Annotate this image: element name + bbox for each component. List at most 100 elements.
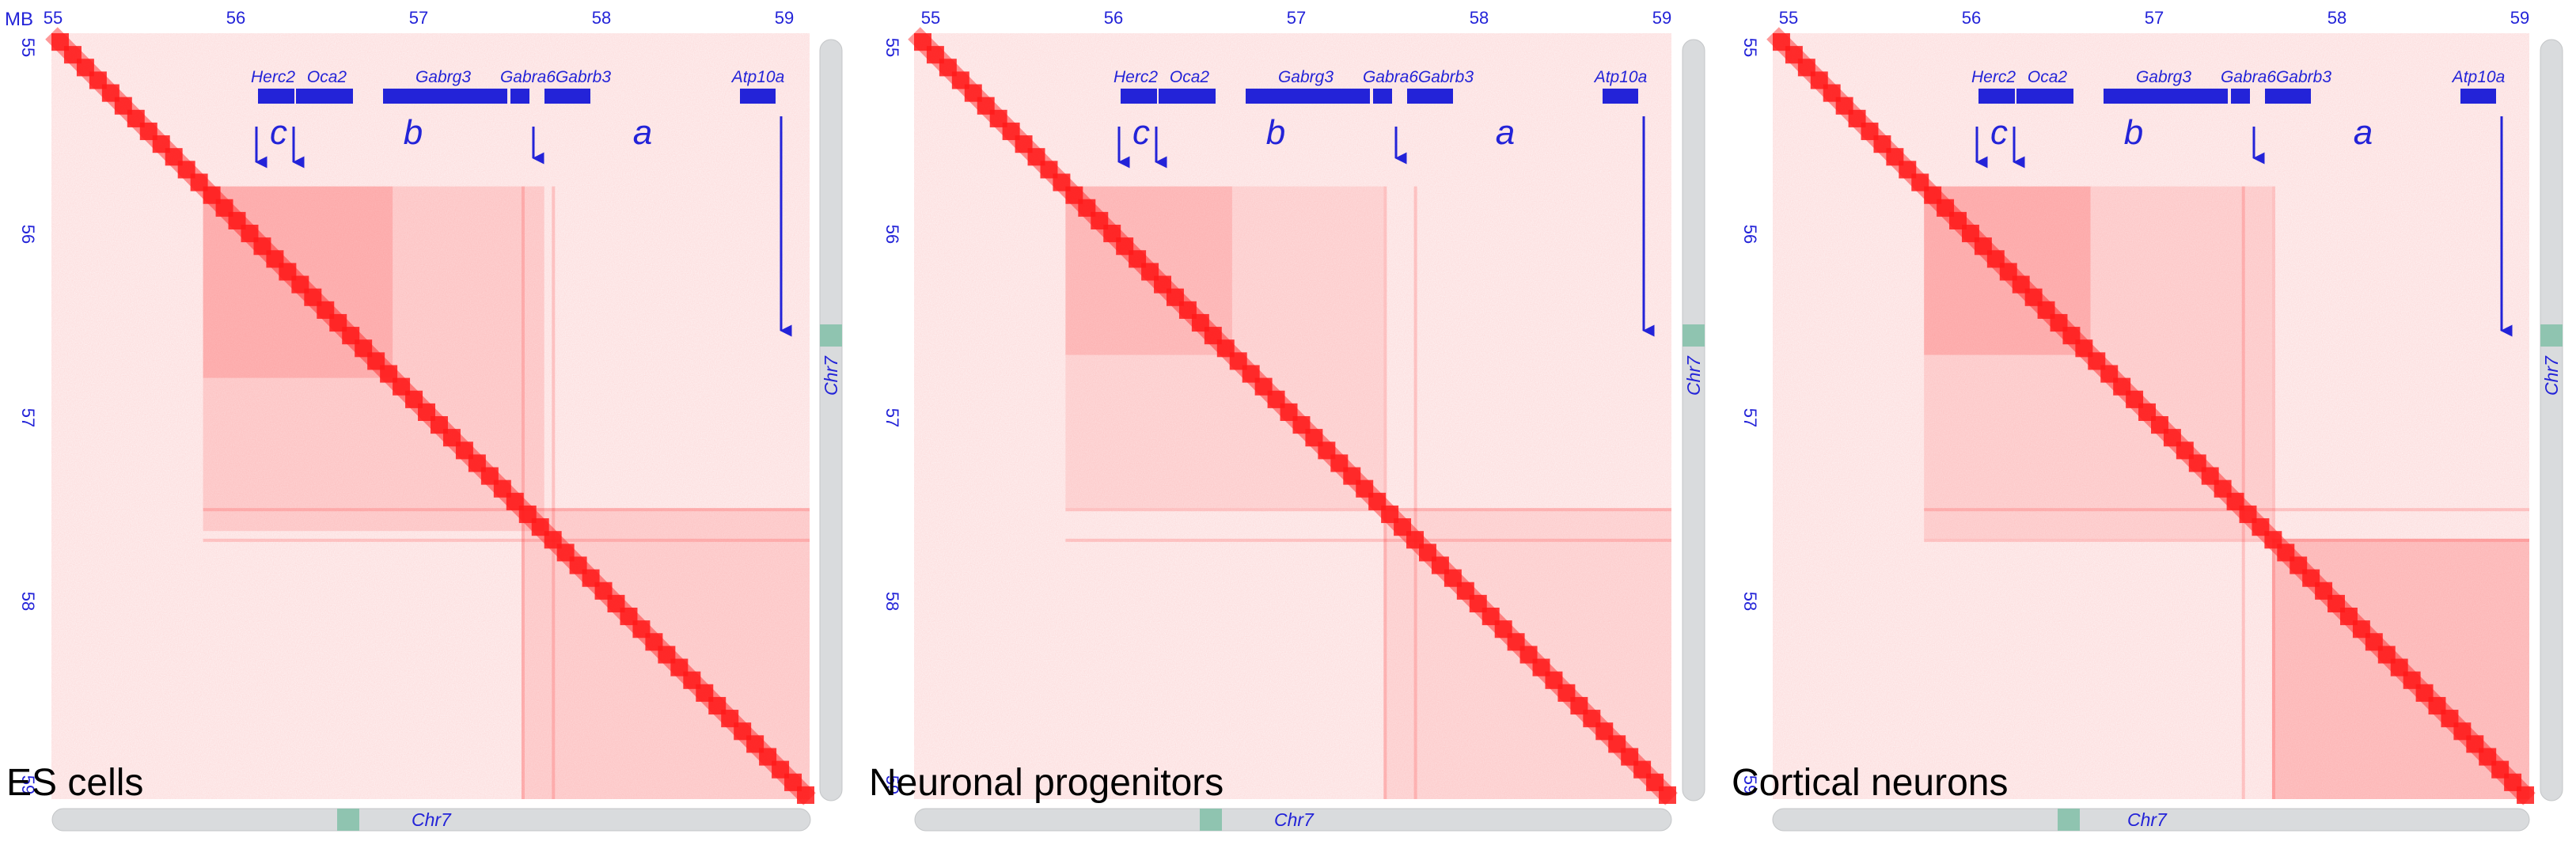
top-tick-label: 56 — [1104, 8, 1123, 28]
chromosome-position-marker — [1683, 324, 1705, 347]
gene-bar-gabrg3 — [2104, 89, 2228, 104]
chromosome-label: Chr7 — [412, 809, 452, 830]
gene-label-gabrb3: Gabrb3 — [2276, 68, 2331, 86]
domain-label-b: b — [1266, 113, 1285, 152]
gene-bar-oca2 — [296, 89, 353, 104]
gene-label-herc2: Herc2 — [1971, 68, 2016, 86]
gene-bar-gabrb3 — [2265, 89, 2311, 104]
top-tick-label: 58 — [592, 8, 611, 28]
gene-label-gabrb3: Gabrb3 — [556, 68, 611, 86]
contact-heatmap — [908, 27, 1678, 805]
bottom-chromosome-bar: Chr7 — [1772, 808, 2530, 832]
top-tick-label: 59 — [775, 8, 794, 28]
gene-bar-atp10a — [1603, 89, 1638, 104]
gene-annotations: Herc2 Oca2 Gabrg3 Gabra6 Gabrb3 Atp10a c… — [251, 68, 792, 337]
top-axis: 55 56 57 58 59 — [921, 8, 1671, 28]
gene-bar-gabrg3 — [1246, 89, 1370, 104]
gene-label-oca2: Oca2 — [2028, 68, 2068, 86]
left-tick-label: 59 — [882, 775, 902, 794]
gene-label-gabra6: Gabra6 — [500, 68, 556, 86]
right-chromosome-bar: Chr7 — [1682, 39, 1705, 801]
gene-annotations: Herc2 Oca2 Gabrg3 Gabra6 Gabrb3 Atp10a c… — [1113, 68, 1655, 337]
left-tick-label: 59 — [18, 775, 38, 794]
chromosome-bar — [914, 808, 1672, 832]
top-tick-label: 59 — [2510, 8, 2529, 28]
chromosome-position-marker — [1200, 809, 1222, 831]
chromosome-position-marker — [2540, 324, 2563, 347]
gene-label-atp10a: Atp10a — [730, 68, 785, 86]
right-chromosome-bar: Chr7 — [819, 39, 843, 801]
chromosome-bar — [819, 39, 843, 801]
axis-unit-label: MB — [5, 9, 33, 30]
panel-label: Cortical neurons — [1732, 762, 2009, 804]
gene-bar-gabrb3 — [544, 89, 590, 104]
contact-heatmap — [1766, 27, 2536, 805]
panel-label: Neuronal progenitors — [869, 762, 1224, 804]
domain-label-b: b — [2124, 113, 2143, 152]
domain-label-c: c — [1132, 113, 1150, 152]
left-axis: 55 56 57 58 59 — [882, 38, 902, 794]
chromosome-position-marker — [2058, 809, 2080, 831]
gene-label-gabrg3: Gabrg3 — [2136, 68, 2191, 86]
left-tick-label: 57 — [18, 408, 38, 427]
top-tick-label: 57 — [409, 8, 428, 28]
top-tick-label: 59 — [1652, 8, 1671, 28]
left-tick-label: 56 — [18, 225, 38, 244]
gene-label-oca2: Oca2 — [307, 68, 347, 86]
domain-label-a: a — [2354, 113, 2373, 152]
gene-bar-atp10a — [740, 89, 776, 104]
left-tick-label: 57 — [1740, 408, 1760, 427]
left-axis: 55 56 57 58 59 — [1740, 38, 1760, 794]
panel-es-cells: MB 55 56 57 58 59 55 56 57 58 59 Herc2 O… — [5, 8, 843, 832]
left-tick-label: 58 — [882, 592, 902, 611]
gene-bar-herc2 — [1978, 89, 2015, 104]
left-tick-label: 55 — [18, 38, 38, 57]
gene-bar-gabra6 — [2231, 89, 2250, 104]
chromosome-position-marker — [337, 809, 359, 831]
gene-label-herc2: Herc2 — [1113, 68, 1158, 86]
left-tick-label: 58 — [1740, 592, 1760, 611]
chromosome-label: Chr7 — [1683, 355, 1704, 396]
top-tick-label: 57 — [2145, 8, 2164, 28]
top-tick-label: 58 — [2328, 8, 2346, 28]
gene-label-gabrg3: Gabrg3 — [415, 68, 471, 86]
right-chromosome-bar: Chr7 — [2540, 39, 2563, 801]
gene-label-herc2: Herc2 — [251, 68, 295, 86]
gene-label-gabra6: Gabra6 — [2221, 68, 2276, 86]
gene-annotations: Herc2 Oca2 Gabrg3 Gabra6 Gabrb3 Atp10a c… — [1971, 68, 2513, 337]
gene-label-oca2: Oca2 — [1170, 68, 1210, 86]
domain-label-b: b — [404, 113, 423, 152]
left-tick-label: 59 — [1740, 775, 1760, 794]
chromosome-bar — [51, 808, 811, 832]
gene-bar-gabra6 — [1373, 89, 1392, 104]
left-tick-label: 58 — [18, 592, 38, 611]
chromosome-label: Chr7 — [1274, 809, 1315, 830]
chromosome-bar — [1682, 39, 1705, 801]
left-tick-label: 56 — [1740, 225, 1760, 244]
domain-label-c: c — [1990, 113, 2008, 152]
top-tick-label: 56 — [226, 8, 245, 28]
chromosome-bar — [1772, 808, 2530, 832]
top-tick-label: 58 — [1470, 8, 1489, 28]
bottom-chromosome-bar: Chr7 — [51, 808, 811, 832]
top-tick-label: 56 — [1962, 8, 1981, 28]
chromosome-position-marker — [820, 324, 842, 347]
top-tick-label: 57 — [1287, 8, 1306, 28]
gene-bar-atp10a — [2460, 89, 2496, 104]
chromosome-bar — [2540, 39, 2563, 801]
gene-label-gabra6: Gabra6 — [1363, 68, 1418, 86]
gene-label-atp10a: Atp10a — [2451, 68, 2506, 86]
top-axis: 55 56 57 58 59 — [44, 8, 794, 28]
chromosome-label: Chr7 — [2127, 809, 2168, 830]
gene-bar-gabra6 — [510, 89, 529, 104]
gene-bar-oca2 — [1159, 89, 1216, 104]
domain-label-a: a — [633, 113, 652, 152]
chromosome-label: Chr7 — [821, 355, 841, 396]
left-tick-label: 57 — [882, 408, 902, 427]
panel-neuronal-progenitors: 55 56 57 58 59 55 56 57 58 59 Herc2 Oca2… — [869, 8, 1705, 832]
top-tick-label: 55 — [921, 8, 940, 28]
left-axis: 55 56 57 58 59 — [18, 38, 38, 794]
left-tick-label: 56 — [882, 225, 902, 244]
top-tick-label: 55 — [1779, 8, 1798, 28]
bottom-chromosome-bar: Chr7 — [914, 808, 1672, 832]
